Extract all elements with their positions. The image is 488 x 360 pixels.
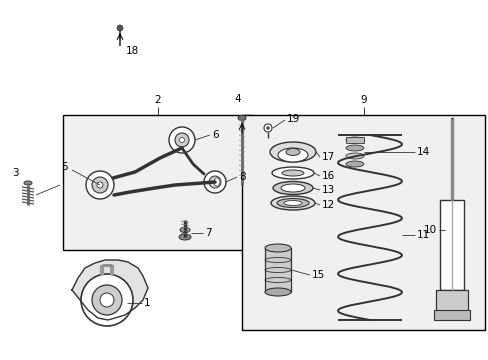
Circle shape — [208, 176, 221, 188]
Bar — [63, 115, 252, 250]
Text: 12: 12 — [321, 200, 335, 210]
Ellipse shape — [271, 167, 313, 179]
Text: 6: 6 — [212, 130, 218, 140]
Ellipse shape — [24, 181, 32, 185]
Text: 2: 2 — [154, 95, 161, 105]
Ellipse shape — [180, 228, 190, 233]
Ellipse shape — [346, 161, 363, 167]
Ellipse shape — [346, 153, 363, 159]
Ellipse shape — [276, 198, 308, 207]
Bar — [433, 310, 469, 320]
Circle shape — [203, 171, 225, 193]
Ellipse shape — [282, 170, 304, 176]
Ellipse shape — [278, 148, 307, 162]
Text: 18: 18 — [126, 46, 139, 56]
Bar — [435, 290, 467, 318]
Ellipse shape — [284, 201, 302, 206]
Ellipse shape — [214, 178, 220, 186]
Text: 7: 7 — [204, 228, 211, 238]
Circle shape — [86, 171, 114, 199]
Circle shape — [175, 133, 189, 147]
Ellipse shape — [238, 116, 245, 121]
Circle shape — [97, 182, 103, 188]
Text: 14: 14 — [416, 147, 429, 157]
Circle shape — [92, 285, 122, 315]
Ellipse shape — [272, 181, 312, 194]
Text: 4: 4 — [234, 94, 241, 104]
Circle shape — [179, 138, 184, 143]
Text: 1: 1 — [143, 298, 150, 308]
Ellipse shape — [270, 196, 314, 210]
Text: 9: 9 — [360, 95, 366, 105]
Circle shape — [100, 293, 114, 307]
Text: 8: 8 — [239, 172, 245, 182]
Bar — [346, 137, 363, 143]
Text: 5: 5 — [61, 162, 68, 172]
Text: 10: 10 — [423, 225, 436, 235]
Bar — [439, 200, 463, 290]
Circle shape — [92, 177, 108, 193]
Ellipse shape — [179, 234, 191, 240]
Circle shape — [266, 126, 269, 130]
Polygon shape — [72, 260, 148, 320]
Text: 17: 17 — [321, 152, 335, 162]
Ellipse shape — [346, 145, 363, 151]
Text: 19: 19 — [286, 114, 300, 124]
Text: 16: 16 — [321, 171, 335, 181]
Bar — [264, 248, 290, 292]
Circle shape — [117, 25, 123, 31]
Circle shape — [264, 124, 271, 132]
Ellipse shape — [269, 142, 315, 162]
Ellipse shape — [281, 184, 305, 192]
Circle shape — [169, 127, 195, 153]
Bar — [242, 115, 484, 330]
Text: 13: 13 — [321, 185, 335, 195]
Text: 3: 3 — [12, 168, 19, 178]
Ellipse shape — [264, 288, 290, 296]
Circle shape — [81, 274, 133, 326]
Text: 15: 15 — [311, 270, 325, 280]
Text: 11: 11 — [416, 230, 429, 240]
Ellipse shape — [346, 137, 363, 143]
Ellipse shape — [264, 244, 290, 252]
Ellipse shape — [285, 149, 299, 156]
